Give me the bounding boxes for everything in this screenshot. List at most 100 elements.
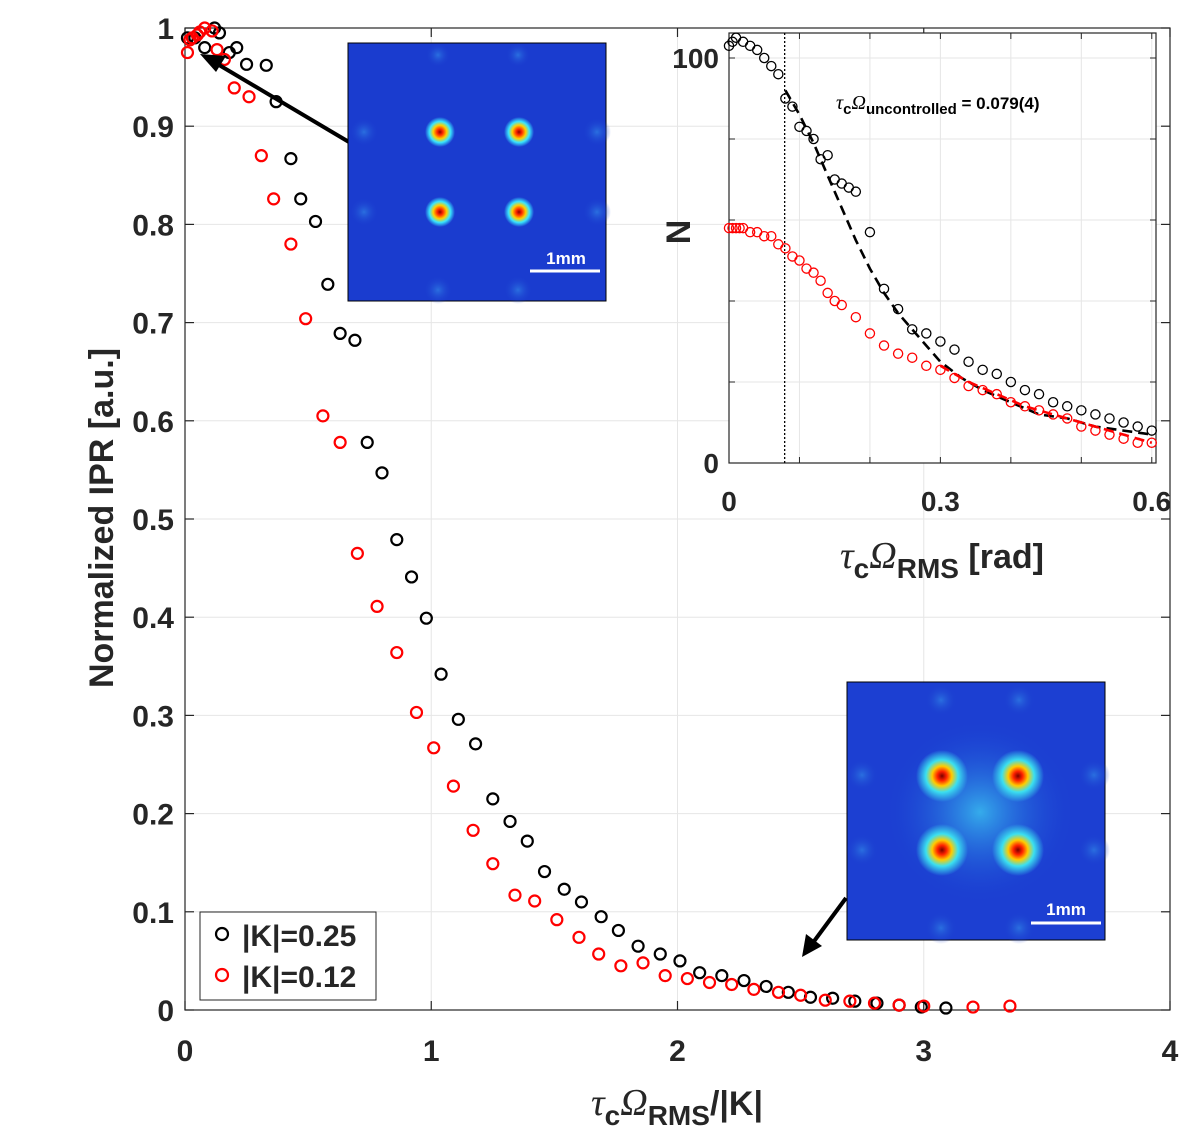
inset-point-red bbox=[850, 311, 862, 323]
inset1-scalebar-label: 1mm bbox=[546, 249, 586, 268]
inset2-scalebar-label: 1mm bbox=[1046, 900, 1086, 919]
inset-tick-marks bbox=[728, 33, 1156, 464]
main-y-tick-label: 0.9 bbox=[132, 111, 174, 144]
inset-point-black bbox=[864, 226, 876, 238]
main-x-tick-label: 2 bbox=[669, 1035, 686, 1068]
main-x-tick-labels: 0 1 2 3 4 bbox=[177, 1035, 1179, 1068]
inset1-spot bbox=[504, 197, 534, 227]
inset-point-black bbox=[906, 324, 918, 335]
inset-point-red bbox=[963, 380, 974, 392]
point-k012 bbox=[180, 45, 195, 60]
inset-point-red bbox=[1047, 409, 1059, 420]
inset-point-red bbox=[808, 267, 819, 278]
point-k012 bbox=[818, 993, 832, 1007]
inset-point-black bbox=[1019, 384, 1031, 396]
inset-point-red bbox=[1104, 429, 1115, 440]
point-k025 bbox=[284, 152, 298, 166]
point-k025 bbox=[419, 611, 433, 625]
inset-plot-frame bbox=[728, 32, 1157, 464]
inset-point-black bbox=[991, 368, 1003, 380]
inset-axes: 0 0.3 0.6 0 100 N τcΩRMS [rad] τcΩuncontrol… bbox=[660, 32, 1171, 584]
point-k025 bbox=[230, 41, 244, 55]
inset-point-red bbox=[744, 226, 756, 238]
inset-point-red bbox=[1118, 433, 1129, 444]
point-k012 bbox=[680, 971, 694, 986]
inset-y-tick-label: 0 bbox=[703, 448, 719, 479]
point-k012 bbox=[966, 1000, 980, 1014]
inset-point-black bbox=[1047, 396, 1059, 408]
point-k012 bbox=[390, 645, 404, 660]
point-k012 bbox=[427, 741, 441, 755]
main-y-tick-label: 0.4 bbox=[132, 602, 174, 635]
point-k025 bbox=[486, 792, 500, 806]
inset-point-black bbox=[1146, 425, 1158, 436]
point-k012 bbox=[725, 977, 739, 992]
point-k025 bbox=[939, 1001, 953, 1015]
point-k025 bbox=[198, 41, 212, 55]
point-k012 bbox=[771, 985, 786, 999]
point-k025 bbox=[404, 570, 419, 584]
inset-point-black bbox=[1118, 417, 1129, 428]
inset-point-black bbox=[766, 60, 777, 72]
legend-label-k025: |K|=0.25 bbox=[242, 920, 356, 953]
point-k025 bbox=[557, 882, 571, 896]
point-k012 bbox=[917, 999, 931, 1013]
point-k012 bbox=[486, 857, 500, 871]
main-y-tick-label: 0.2 bbox=[132, 799, 174, 832]
point-k012 bbox=[242, 90, 256, 104]
point-k012 bbox=[658, 969, 672, 983]
point-k012 bbox=[409, 705, 424, 720]
legend-marker-k025 bbox=[214, 926, 230, 942]
point-k012 bbox=[316, 409, 330, 423]
main-y-tick-label: 0.6 bbox=[132, 406, 174, 439]
point-k025 bbox=[451, 712, 465, 726]
inset-y-tick-label: 100 bbox=[672, 43, 719, 74]
legend-label-k012: |K|=0.12 bbox=[242, 961, 356, 994]
inset-point-red bbox=[1076, 421, 1087, 432]
inset-point-red bbox=[794, 255, 805, 266]
inset-point-red bbox=[1033, 405, 1045, 416]
main-y-tick-label: 1 bbox=[157, 13, 174, 46]
legend: |K|=0.25 |K|=0.12 bbox=[199, 911, 377, 1001]
inset-point-black bbox=[921, 328, 932, 339]
point-k012 bbox=[299, 312, 313, 326]
inset-point-red bbox=[991, 388, 1003, 400]
point-k025 bbox=[503, 814, 517, 829]
point-k012 bbox=[446, 779, 461, 793]
point-k012 bbox=[370, 599, 384, 613]
inset-point-red bbox=[949, 372, 960, 384]
point-k025 bbox=[239, 57, 254, 71]
main-y-tick-labels: 0 0.1 0.2 0.3 0.4 0.5 0.6 0.7 0.8 0.9 1 bbox=[132, 13, 174, 1028]
inset-y-axis-label: N bbox=[660, 220, 698, 245]
point-k012 bbox=[198, 21, 212, 35]
inset-y-tick-labels: 0 100 bbox=[672, 43, 719, 479]
point-k025 bbox=[537, 864, 552, 879]
point-k012 bbox=[843, 994, 857, 1008]
inset-point-red bbox=[1005, 396, 1017, 408]
point-k025 bbox=[360, 435, 374, 450]
point-k012 bbox=[592, 947, 606, 961]
inset-point-red bbox=[977, 384, 988, 396]
inset-point-red bbox=[758, 230, 770, 242]
main-x-tick-label: 0 bbox=[177, 1035, 194, 1068]
image-inset-localized: 1mm bbox=[347, 42, 611, 304]
arrow-to-peak bbox=[212, 60, 356, 147]
point-k025 bbox=[826, 991, 840, 1005]
point-k012 bbox=[333, 435, 347, 450]
inset-point-black bbox=[1132, 421, 1143, 432]
inset-point-black bbox=[787, 101, 798, 112]
point-k025 bbox=[321, 277, 335, 291]
main-y-tick-label: 0 bbox=[157, 995, 174, 1028]
point-k025 bbox=[759, 979, 773, 994]
point-k025 bbox=[294, 192, 308, 206]
inset-point-red bbox=[766, 230, 777, 242]
point-k025 bbox=[848, 994, 862, 1008]
point-k025 bbox=[631, 939, 645, 953]
inset-point-red bbox=[822, 287, 833, 299]
point-k025 bbox=[693, 966, 707, 980]
main-y-tick-label: 0.8 bbox=[132, 209, 174, 242]
point-k025 bbox=[333, 326, 347, 341]
arrow-head-peak bbox=[200, 54, 226, 72]
inset-point-black bbox=[808, 133, 819, 145]
point-k025 bbox=[308, 214, 323, 229]
